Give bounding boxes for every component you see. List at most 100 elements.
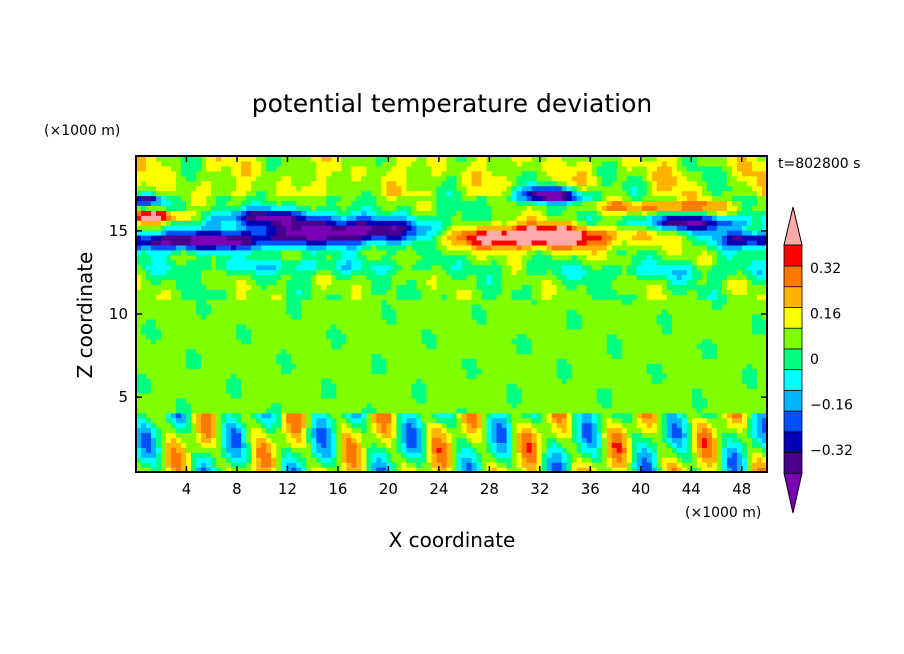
heatmap-cell (271, 368, 277, 374)
heatmap-cell (546, 279, 553, 285)
heatmap-cell (651, 368, 658, 374)
heatmap-cell (466, 427, 473, 434)
heatmap-cell (216, 299, 222, 305)
heatmap-cell (156, 432, 162, 439)
heatmap-cell (641, 407, 648, 414)
heatmap-cell (476, 348, 483, 355)
heatmap-cell (741, 279, 748, 285)
heatmap-cell (351, 417, 357, 424)
heatmap-cell (186, 402, 192, 409)
heatmap-cell (211, 333, 217, 340)
heatmap-cell (356, 279, 362, 285)
heatmap-cell (226, 353, 232, 360)
heatmap-cell (171, 452, 177, 458)
heatmap-cell (331, 402, 337, 409)
heatmap-cell (756, 397, 763, 404)
heatmap-cell (351, 407, 357, 414)
heatmap-cell (396, 333, 403, 340)
heatmap-cell (461, 299, 468, 305)
heatmap-cell (356, 417, 362, 424)
heatmap-cell (741, 333, 748, 340)
heatmap-cell (506, 338, 513, 345)
heatmap-cell (561, 383, 568, 389)
heatmap-cell (586, 462, 593, 468)
heatmap-cell (146, 447, 152, 453)
heatmap-cell (596, 412, 603, 419)
heatmap-cell (291, 333, 297, 340)
heatmap-cell (631, 447, 638, 453)
heatmap-cell (521, 407, 528, 414)
heatmap-cell (361, 373, 367, 379)
heatmap-cell (221, 299, 227, 305)
heatmap-cell (486, 279, 493, 285)
heatmap-cell (671, 318, 678, 325)
heatmap-cell (376, 314, 382, 320)
heatmap-cell (511, 383, 518, 389)
heatmap-cell (496, 309, 503, 315)
heatmap-cell (551, 328, 558, 335)
heatmap-cell (351, 348, 357, 355)
heatmap-cell (691, 314, 698, 320)
heatmap-cell (216, 393, 222, 399)
heatmap-cell (411, 284, 418, 290)
heatmap-cell (196, 304, 202, 310)
heatmap-cell (216, 417, 222, 424)
heatmap-cell (701, 368, 708, 374)
heatmap-cell (171, 358, 177, 364)
heatmap-cell (576, 328, 583, 335)
heatmap-cell (551, 442, 558, 448)
heatmap-cell (681, 289, 688, 295)
heatmap-cell (361, 304, 367, 310)
heatmap-cell (221, 363, 227, 369)
heatmap-cell (756, 328, 763, 335)
heatmap-cell (526, 437, 533, 443)
heatmap-cell (411, 378, 418, 384)
heatmap-cell (346, 447, 352, 453)
heatmap-cell (521, 274, 528, 281)
heatmap-cell (296, 462, 302, 468)
heatmap-cell (406, 432, 413, 439)
heatmap-cell (741, 442, 748, 448)
heatmap-cell (471, 462, 478, 468)
heatmap-cell (686, 353, 693, 360)
heatmap-cell (476, 328, 483, 335)
heatmap-cell (461, 274, 468, 281)
heatmap-cell (476, 457, 483, 463)
heatmap-cell (446, 378, 453, 384)
heatmap-cell (561, 368, 568, 374)
heatmap-cell (586, 442, 593, 448)
heatmap-cell (426, 318, 433, 325)
heatmap-cell (546, 299, 553, 305)
heatmap-cell (406, 279, 413, 285)
heatmap-cell (746, 427, 753, 434)
heatmap-cell (401, 412, 408, 419)
heatmap-cell (186, 427, 192, 434)
heatmap-cell (566, 318, 573, 325)
heatmap-cell (606, 363, 613, 369)
heatmap-cell (441, 378, 448, 384)
heatmap-cell (251, 299, 257, 305)
heatmap-cell (241, 343, 247, 350)
heatmap-cell (501, 388, 508, 394)
heatmap-cell (371, 373, 377, 379)
heatmap-cell (321, 348, 327, 355)
heatmap-cell (666, 373, 673, 379)
heatmap-cell (651, 378, 658, 384)
heatmap-cell (406, 393, 413, 399)
heatmap-cell (316, 378, 322, 384)
heatmap-cell (311, 397, 317, 404)
heatmap-cell (226, 363, 232, 369)
heatmap-cell (296, 284, 302, 290)
heatmap-cell (676, 338, 683, 345)
heatmap-cell (151, 417, 157, 424)
heatmap-cell (416, 314, 423, 320)
heatmap-cell (281, 353, 287, 360)
heatmap-cell (351, 358, 357, 364)
heatmap-cell (291, 467, 297, 472)
heatmap-cell (626, 279, 633, 285)
heatmap-cell (276, 318, 282, 325)
heatmap-cell (381, 318, 387, 325)
heatmap-cell (471, 432, 478, 439)
heatmap-cell (626, 417, 633, 424)
heatmap-cell (701, 467, 708, 472)
